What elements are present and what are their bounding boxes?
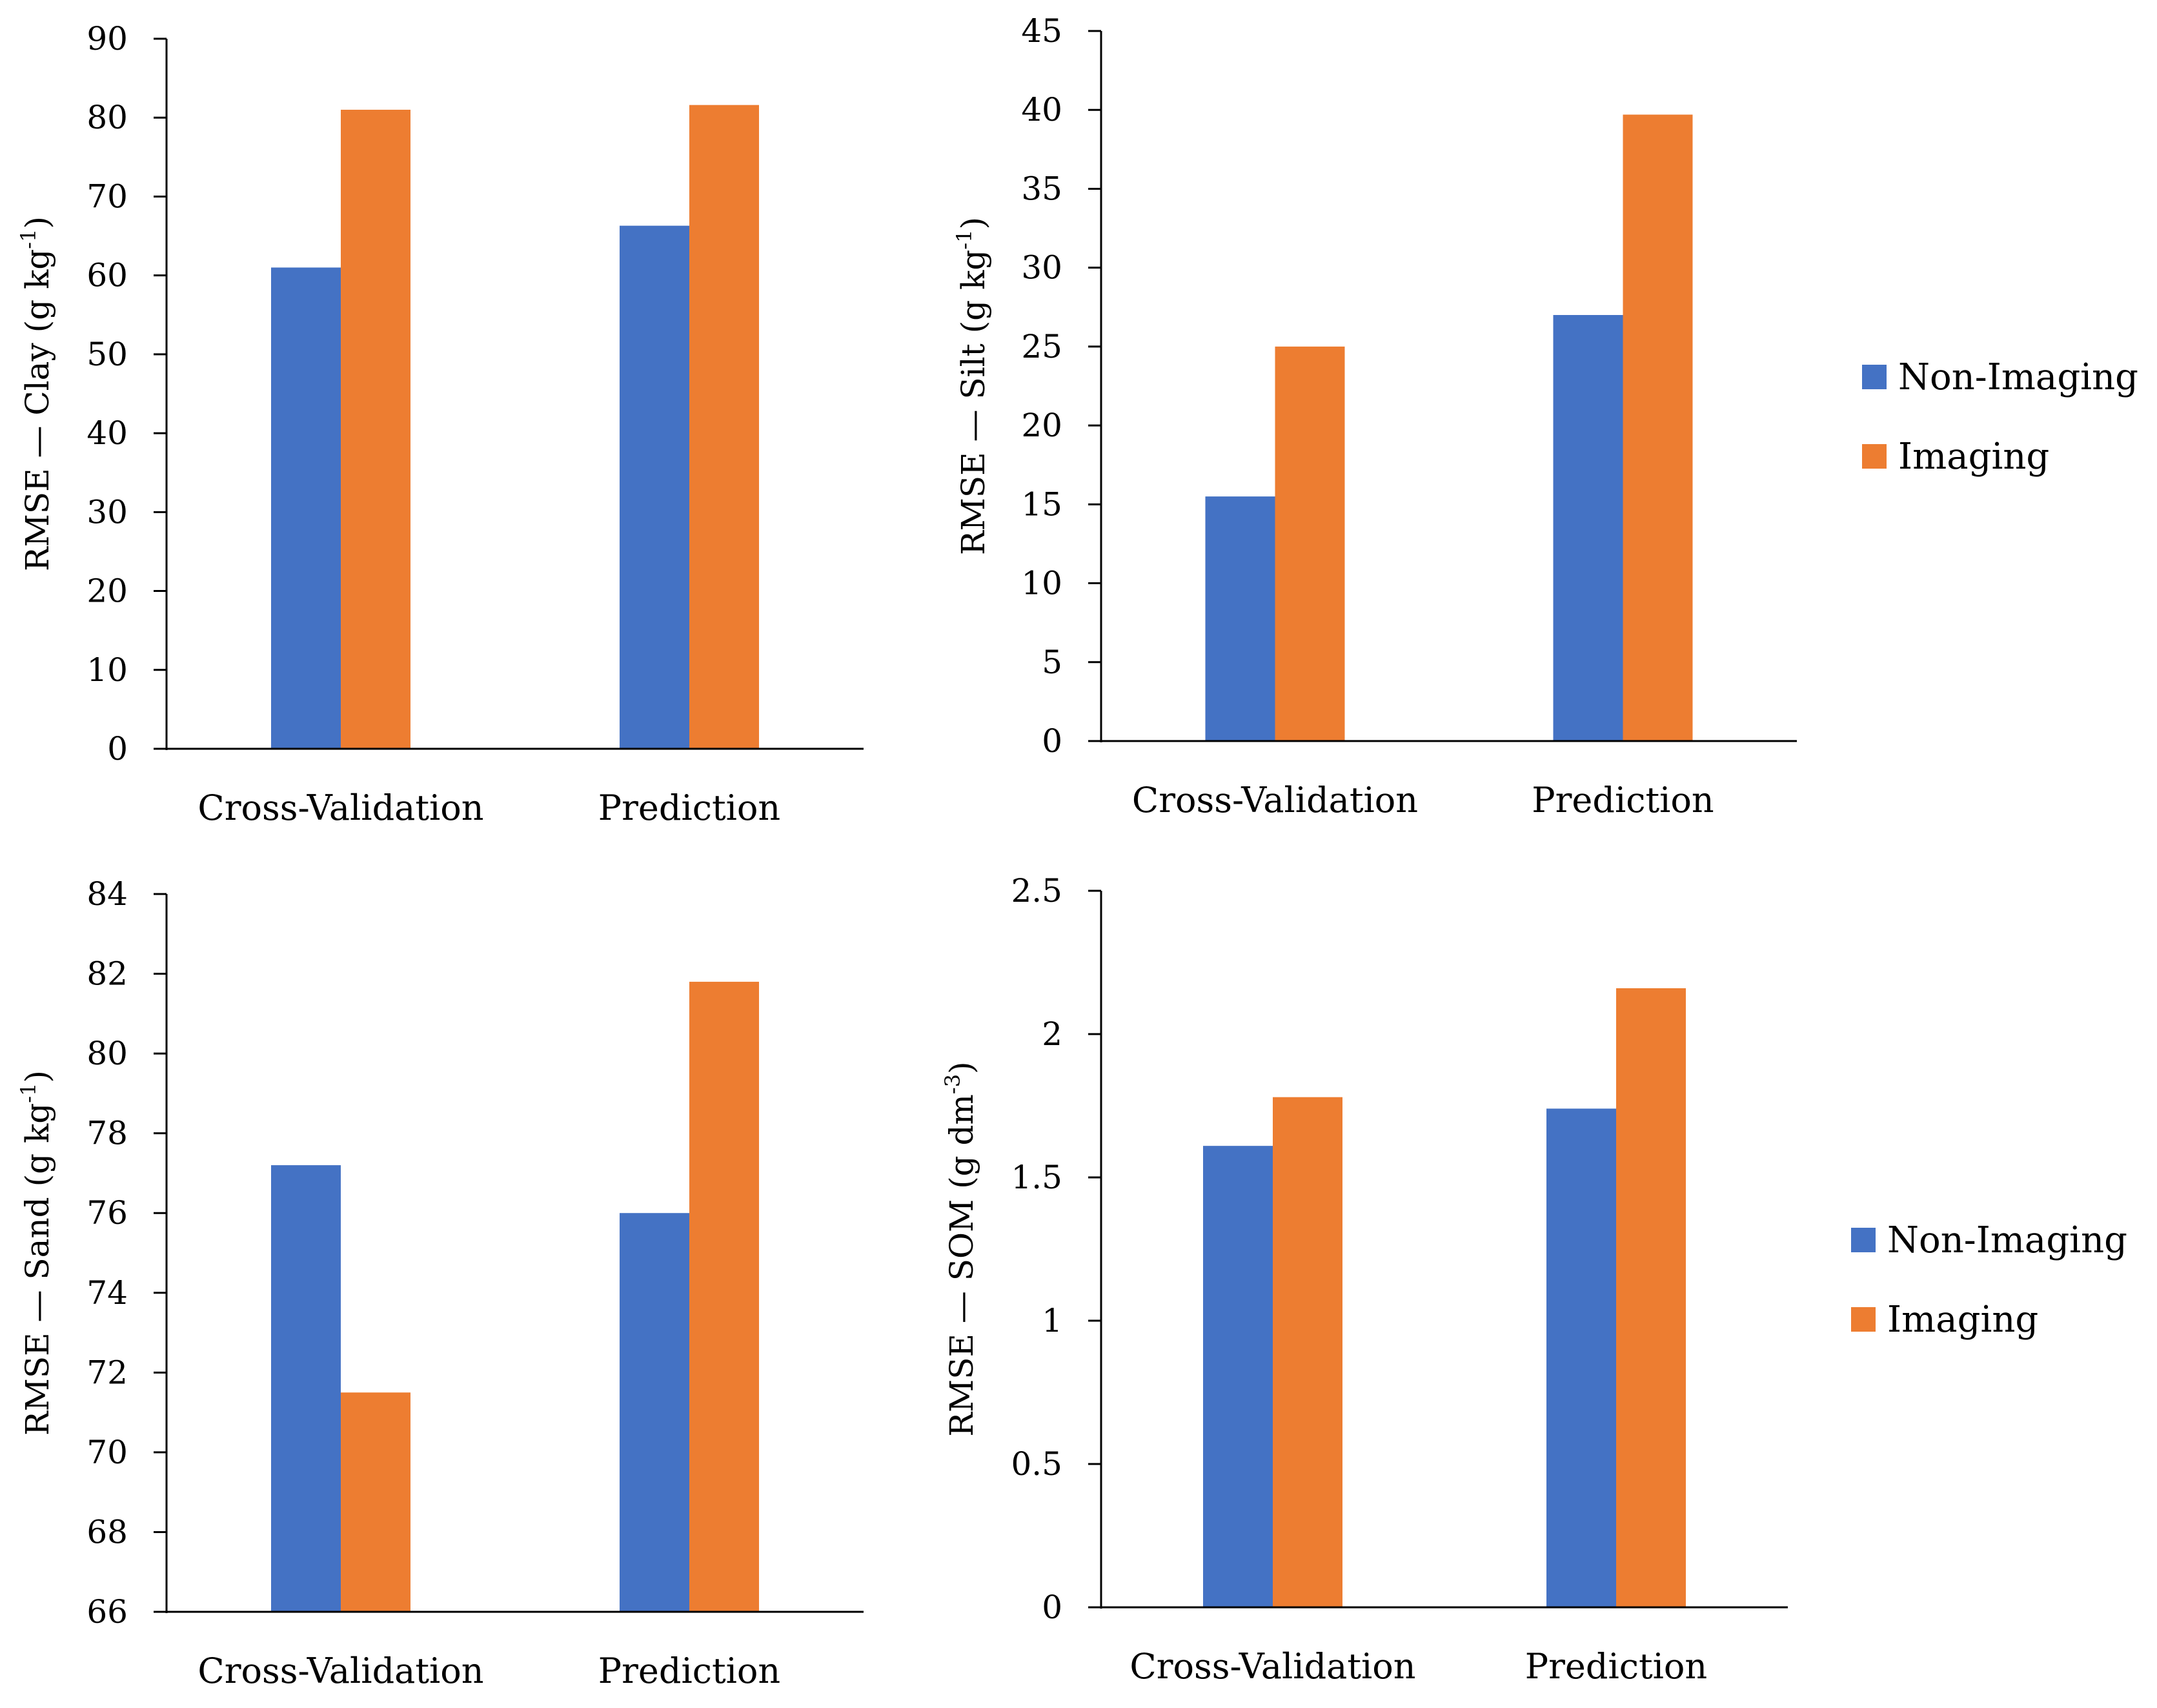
y-tick-label: 40: [1021, 91, 1062, 128]
y-tick-label: 60: [86, 257, 128, 294]
y-axis-label: RMSE — Silt (g kg-1): [952, 217, 992, 555]
x-tick-label: Prediction: [598, 1651, 780, 1691]
bar-sand-imaging-prediction: [689, 981, 759, 1612]
y-tick-label: 0: [1042, 722, 1062, 760]
y-tick-label: 1: [1042, 1302, 1062, 1339]
bar-silt-imaging-prediction: [1623, 114, 1693, 742]
y-tick-label: 2.5: [1011, 872, 1062, 910]
legend-label: Imaging: [1887, 1299, 2038, 1341]
bar-silt-non-imaging-cross-validation: [1205, 496, 1275, 741]
y-tick-label: 80: [86, 99, 128, 136]
y-tick-label: 5: [1042, 644, 1062, 681]
chart-som: Cross-Validation Prediction 0 0.5 1 1.5 2 2.5 RM…: [940, 872, 2127, 1687]
y-tick-label: 76: [86, 1194, 128, 1232]
legend-swatch: [1862, 444, 1887, 469]
legend-label: Non-Imaging: [1898, 356, 2138, 398]
bar-sand-imaging-cross-validation: [341, 1392, 410, 1612]
chart-silt: Cross-Validation Prediction 0 5 10 15 20 25 30 35…: [952, 12, 2138, 820]
y-tick-label: 30: [86, 493, 128, 531]
y-tick-label: 66: [86, 1593, 128, 1631]
bar-som-non-imaging-cross-validation: [1203, 1146, 1273, 1607]
y-tick-label: 20: [86, 573, 128, 610]
y-tick-label: 0.5: [1011, 1445, 1062, 1483]
bar-clay-non-imaging-cross-validation: [271, 267, 341, 749]
bar-sand-non-imaging-cross-validation: [271, 1165, 341, 1612]
bar-som-imaging-cross-validation: [1273, 1097, 1342, 1607]
x-tick-label: Prediction: [1532, 780, 1714, 820]
legend-swatch: [1851, 1228, 1876, 1252]
x-tick-label: Cross-Validation: [1132, 780, 1418, 820]
y-axis-label: RMSE — Sand (g kg-1): [16, 1070, 56, 1436]
legend-swatch: [1862, 365, 1887, 389]
y-axis-label: RMSE — SOM (g dm-3): [940, 1061, 980, 1436]
y-tick-label: 45: [1021, 12, 1062, 50]
y-tick-label: 40: [86, 414, 128, 452]
x-tick-label: Prediction: [598, 788, 780, 828]
bar-sand-non-imaging-prediction: [620, 1213, 689, 1612]
y-tick-label: 0: [107, 730, 128, 768]
bar-clay-non-imaging-prediction: [620, 225, 689, 749]
y-tick-label: 10: [86, 651, 128, 689]
legend-silt: Non-Imaging Imaging: [1862, 356, 2138, 478]
y-tick-label: 70: [86, 178, 128, 215]
y-tick-label: 90: [86, 20, 128, 57]
legend-swatch: [1851, 1307, 1876, 1332]
y-axis-label: RMSE — Clay (g kg-1): [16, 216, 56, 571]
x-tick-label: Prediction: [1525, 1646, 1707, 1687]
y-tick-label: 15: [1021, 485, 1062, 523]
bar-silt-imaging-cross-validation: [1275, 346, 1345, 741]
y-tick-label: 0: [1042, 1589, 1062, 1626]
bar-clay-imaging-prediction: [689, 105, 759, 749]
x-tick-label: Cross-Validation: [197, 1651, 483, 1691]
bar-som-imaging-prediction: [1616, 988, 1686, 1607]
x-tick-label: Cross-Validation: [197, 788, 483, 828]
legend-label: Non-Imaging: [1887, 1219, 2127, 1261]
y-tick-label: 82: [86, 955, 128, 993]
y-tick-label: 2: [1042, 1015, 1062, 1053]
legend-label: Imaging: [1898, 436, 2049, 478]
y-tick-label: 35: [1021, 170, 1062, 207]
y-tick-label: 30: [1021, 249, 1062, 287]
y-tick-label: 72: [86, 1354, 128, 1391]
chart-clay: Cross-Validation Prediction 0 10 20 30 40 50 60 7…: [16, 20, 864, 828]
bar-silt-non-imaging-prediction: [1553, 315, 1623, 741]
y-tick-label: 1.5: [1011, 1159, 1062, 1196]
y-tick-label: 78: [86, 1115, 128, 1152]
y-tick-label: 74: [86, 1274, 128, 1312]
y-tick-label: 70: [86, 1434, 128, 1471]
y-tick-label: 84: [86, 875, 128, 913]
bar-som-non-imaging-prediction: [1546, 1108, 1616, 1607]
y-tick-label: 68: [86, 1513, 128, 1550]
y-tick-label: 50: [86, 336, 128, 373]
y-tick-label: 25: [1021, 328, 1062, 365]
x-tick-label: Cross-Validation: [1129, 1646, 1415, 1687]
legend-som: Non-Imaging Imaging: [1851, 1219, 2127, 1341]
bar-clay-imaging-cross-validation: [341, 110, 410, 749]
y-tick-label: 20: [1021, 407, 1062, 444]
y-tick-label: 80: [86, 1035, 128, 1072]
y-tick-label: 10: [1021, 565, 1062, 602]
chart-sand: Cross-Validation Prediction 66 68 70 72 74 76 78…: [16, 875, 864, 1691]
